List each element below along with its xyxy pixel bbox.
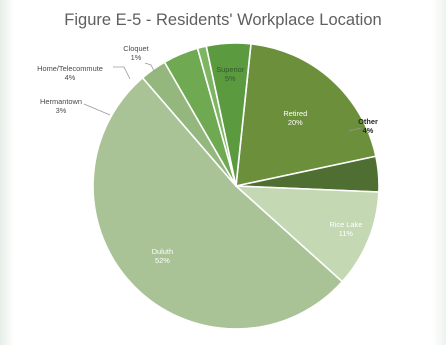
slice-label-cloquet: Cloquet	[123, 44, 148, 53]
leader-line-other	[348, 127, 362, 132]
pie-slice-duluth	[92, 76, 344, 330]
leader-line-home-telecommute	[113, 66, 131, 80]
slice-value-hermantown: 3%	[56, 106, 67, 115]
slice-label-other: Other	[358, 117, 378, 126]
slice-label-hermantown: Hermantown	[40, 97, 82, 106]
slice-value-home-telecommute: 4%	[65, 73, 76, 82]
leader-line-cloquet	[144, 62, 156, 74]
slice-label-superior: Superior	[216, 65, 244, 74]
slice-value-retired: 20%	[288, 118, 303, 127]
slice-value-rice-lake: 11%	[339, 229, 354, 238]
pie-slice-retired	[235, 42, 377, 187]
slice-value-other: 4%	[363, 126, 374, 135]
slice-label-retired: Retired	[283, 109, 307, 118]
chart-title: Figure E-5 - Residents' Workplace Locati…	[64, 11, 382, 29]
pie-slice-superior	[205, 42, 252, 187]
slice-value-cloquet: 1%	[131, 53, 142, 62]
slice-label-home-telecommute: Home/Telecommute	[37, 64, 103, 73]
slice-label-rice-lake: Rice Lake	[329, 220, 362, 229]
leader-line-hermantown	[83, 103, 111, 116]
slice-value-superior: 5%	[225, 74, 236, 83]
slice-label-duluth: Duluth	[152, 247, 173, 256]
pie-slice-rice-lake	[235, 185, 380, 283]
slice-value-duluth: 52%	[155, 256, 170, 265]
